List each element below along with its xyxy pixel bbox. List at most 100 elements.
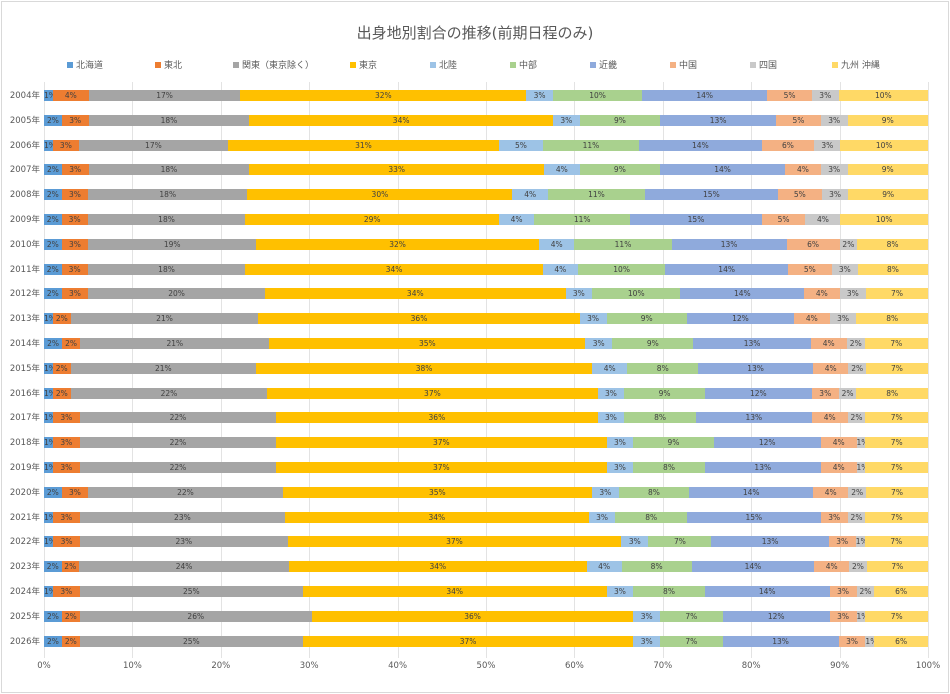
bar-segment: 3%	[831, 263, 858, 275]
bar-segment: 1%	[44, 412, 53, 424]
bar-segment: 3%	[52, 139, 79, 151]
bar-segment: 7%	[865, 610, 928, 622]
bar-segment: 4%	[52, 90, 89, 101]
x-tick-label: 10%	[122, 661, 142, 671]
bar-segment: 14%	[665, 263, 788, 275]
bar-segment: 2%	[849, 561, 867, 573]
bar-segment: 13%	[671, 238, 787, 250]
bar-row: 2% 3% 18% 34% 3% 9% 13% 5% 3% 9%	[44, 114, 928, 126]
bar-segment: 4%	[499, 214, 535, 225]
legend-label: 北陸	[439, 61, 458, 71]
x-tick-label: 20%	[211, 661, 231, 671]
bar-segment: 2%	[847, 511, 866, 523]
bar-segment: 13%	[660, 114, 777, 126]
bar-segment: 3%	[565, 288, 593, 300]
bar-segment: 37%	[302, 635, 634, 647]
x-tick-label: 0%	[37, 661, 51, 671]
legend-item: 中部	[510, 58, 537, 71]
bar-segment: 8%	[615, 511, 687, 523]
legend-item: 北海道	[67, 58, 103, 71]
legend-item: 東京	[350, 58, 377, 71]
bar-row: 1%2%21%36%3%9%12%4%3%8%	[44, 313, 928, 325]
bar-segment: 3%	[52, 511, 80, 523]
bar-segment: 4%	[586, 561, 622, 573]
legend-swatch	[590, 61, 596, 68]
y-tick-label: 2026年	[9, 636, 40, 647]
bar-row: 2% 3% 18% 33% 4% 9% 14% 4% 3% 9%	[44, 164, 928, 176]
y-tick-label: 2019年	[9, 463, 40, 473]
bar-segment: 4%	[512, 189, 548, 201]
bar-row: 1%3%22%37%3%9%12%4%1%7%	[44, 437, 928, 449]
bar-segment: 8%	[618, 486, 690, 498]
bar-segment: 11%	[574, 238, 672, 250]
chart-title: 出身地別割合の推移(前期日程のみ)	[356, 24, 594, 42]
bar-segment: 18%	[88, 189, 248, 201]
bar-segment: 15%	[630, 214, 762, 225]
bar-segment: 34%	[302, 586, 607, 597]
bar-segment: 26%	[79, 610, 312, 622]
legend-item: 中国	[670, 58, 697, 71]
bar-segment: 7%	[866, 288, 928, 300]
legend-label: 東北	[164, 61, 183, 71]
bar-segment: 21%	[70, 313, 259, 325]
bar-segment: 25%	[79, 635, 303, 647]
bar-segment: 23%	[79, 511, 286, 523]
bar-row: 2% 3% 18% 30% 4% 11% 15% 5% 3% 9%	[44, 189, 928, 201]
legend-item: 近畿	[590, 58, 617, 71]
bar-segment: 1%	[44, 387, 53, 399]
legend-swatch	[233, 61, 239, 68]
bar-segment: 3%	[633, 610, 661, 622]
bar-segment: 22%	[70, 387, 268, 399]
y-tick-label: 2006年	[9, 140, 40, 151]
bar-segment: 15%	[645, 189, 778, 201]
bar-segment: 14%	[642, 90, 768, 101]
legend-swatch	[510, 61, 516, 68]
legend-label: 東京	[359, 61, 378, 71]
bar-segment: 10%	[840, 214, 928, 225]
bar-segment: 8%	[633, 462, 705, 473]
bar-segment: 5%	[787, 263, 832, 275]
bar-segment: 1%	[44, 462, 53, 473]
bar-row: 2%2%25%37%3%7%13%3%1%6%	[44, 635, 928, 647]
bar-row: 2% 3% 20% 34% 3% 10% 14% 4% 3% 7%	[44, 288, 928, 300]
bar-segment: 3%	[820, 511, 848, 523]
bar-segment: 6%	[786, 238, 840, 250]
bar-segment: 1%	[44, 139, 53, 151]
bar-segment: 3%	[839, 288, 867, 300]
bar-segment: 5%	[761, 214, 806, 225]
bar-segment: 21%	[70, 362, 257, 374]
bar-segment: 4%	[794, 313, 830, 325]
bar-segment: 3%	[588, 511, 616, 523]
bar-segment: 8%	[856, 387, 928, 399]
bar-segment: 32%	[256, 238, 540, 250]
bar-segment: 38%	[256, 362, 593, 374]
bar-segment: 7%	[660, 610, 723, 622]
bar-segment: 4%	[785, 164, 821, 176]
legend-label: 北海道	[76, 61, 104, 71]
bar-segment: 13%	[695, 412, 812, 424]
y-tick-label: 2017年	[9, 413, 40, 424]
bar-segment: 7%	[660, 635, 723, 647]
bar-segment: 7%	[865, 437, 928, 449]
bar-row: 2% 3% 19% 32% 4% 11% 13% 6% 2% 8%	[44, 238, 928, 250]
x-tick-label: 100%	[915, 661, 941, 671]
bar-segment: 3%	[592, 486, 619, 498]
y-tick-label: 2008年	[9, 190, 40, 201]
bar-segment: 3%	[552, 114, 580, 126]
bar-segment: 7%	[864, 536, 928, 548]
bar-segment: 3%	[821, 189, 849, 201]
bar-segment: 22%	[79, 437, 277, 449]
bar-segment: 11%	[534, 214, 631, 225]
legend-swatch	[832, 61, 838, 68]
bar-segment: 6%	[761, 139, 815, 151]
bar-segment: 3%	[597, 412, 625, 424]
bar-segment: 1%	[44, 511, 53, 523]
bar-segment: 1%	[44, 90, 53, 101]
bar-segment: 8%	[624, 412, 696, 424]
bar-segment: 3%	[820, 114, 848, 126]
bar-segment: 8%	[857, 263, 928, 275]
bar-segment: 1%	[44, 536, 54, 548]
bar-row: 2% 3% 22% 35% 3% 8% 14% 4% 2% 7%	[44, 486, 928, 498]
bar-segment: 25%	[79, 586, 303, 597]
